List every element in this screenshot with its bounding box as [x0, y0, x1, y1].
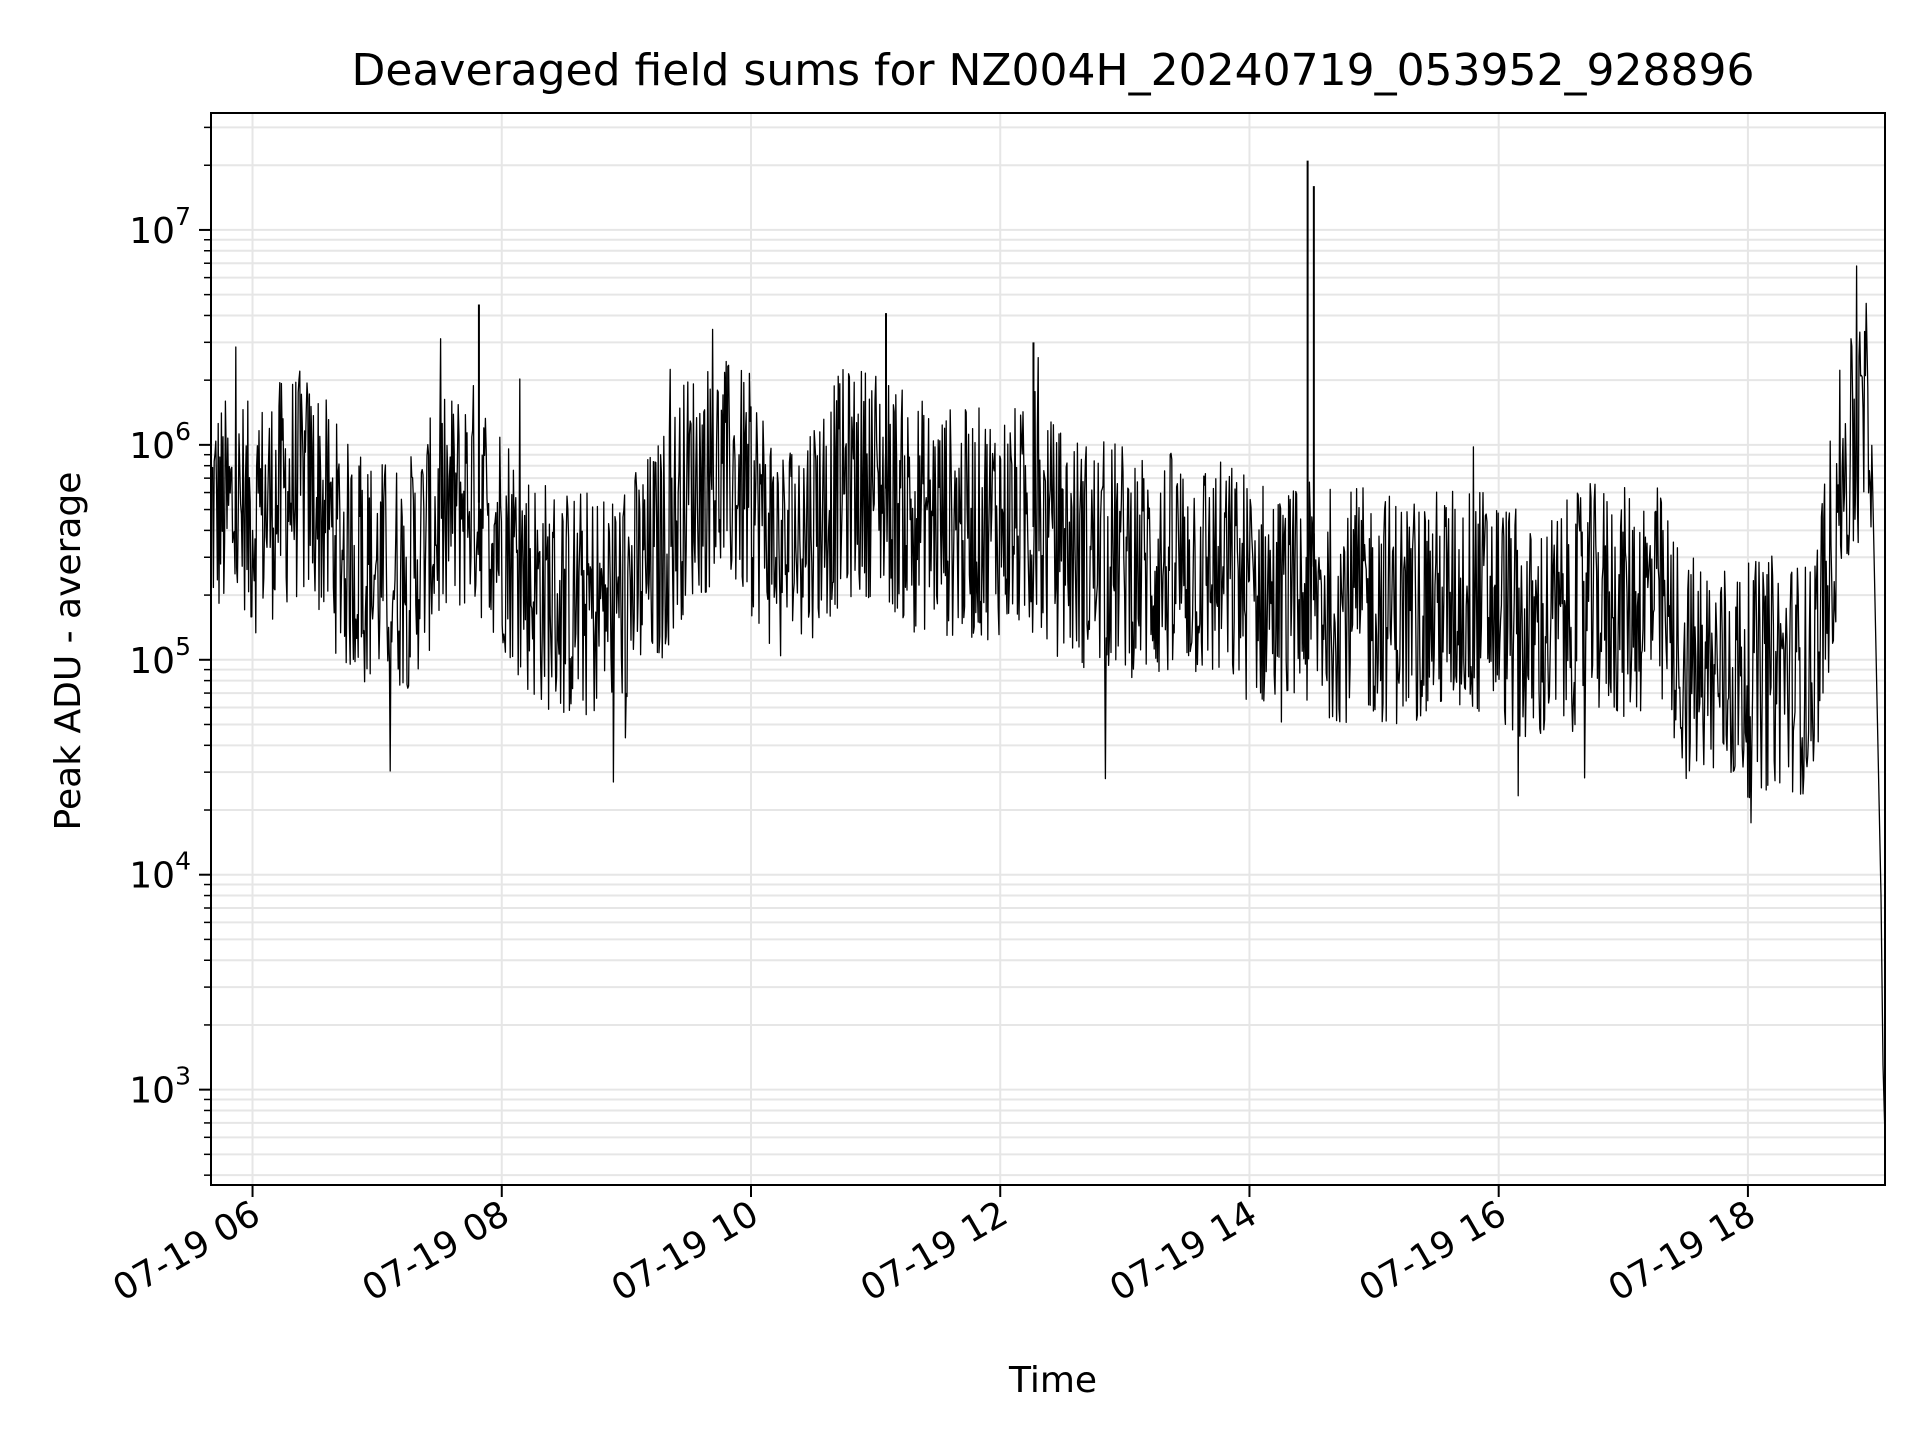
x-axis-label: Time	[1008, 1360, 1097, 1401]
grid	[211, 113, 1885, 1185]
series-line	[210, 160, 1886, 1138]
y-tick-label: 106	[129, 417, 191, 467]
y-tick-label: 103	[129, 1062, 191, 1112]
y-axis-label: Peak ADU - average	[48, 472, 89, 831]
plot-frame	[210, 112, 1886, 1186]
y-tick-label: 104	[129, 847, 191, 897]
series-path	[210, 265, 1886, 1138]
chart-title: Deaveraged field sums for NZ004H_2024071…	[352, 45, 1755, 96]
y-tick-label: 107	[129, 202, 191, 252]
y-tick-label: 105	[129, 632, 191, 682]
